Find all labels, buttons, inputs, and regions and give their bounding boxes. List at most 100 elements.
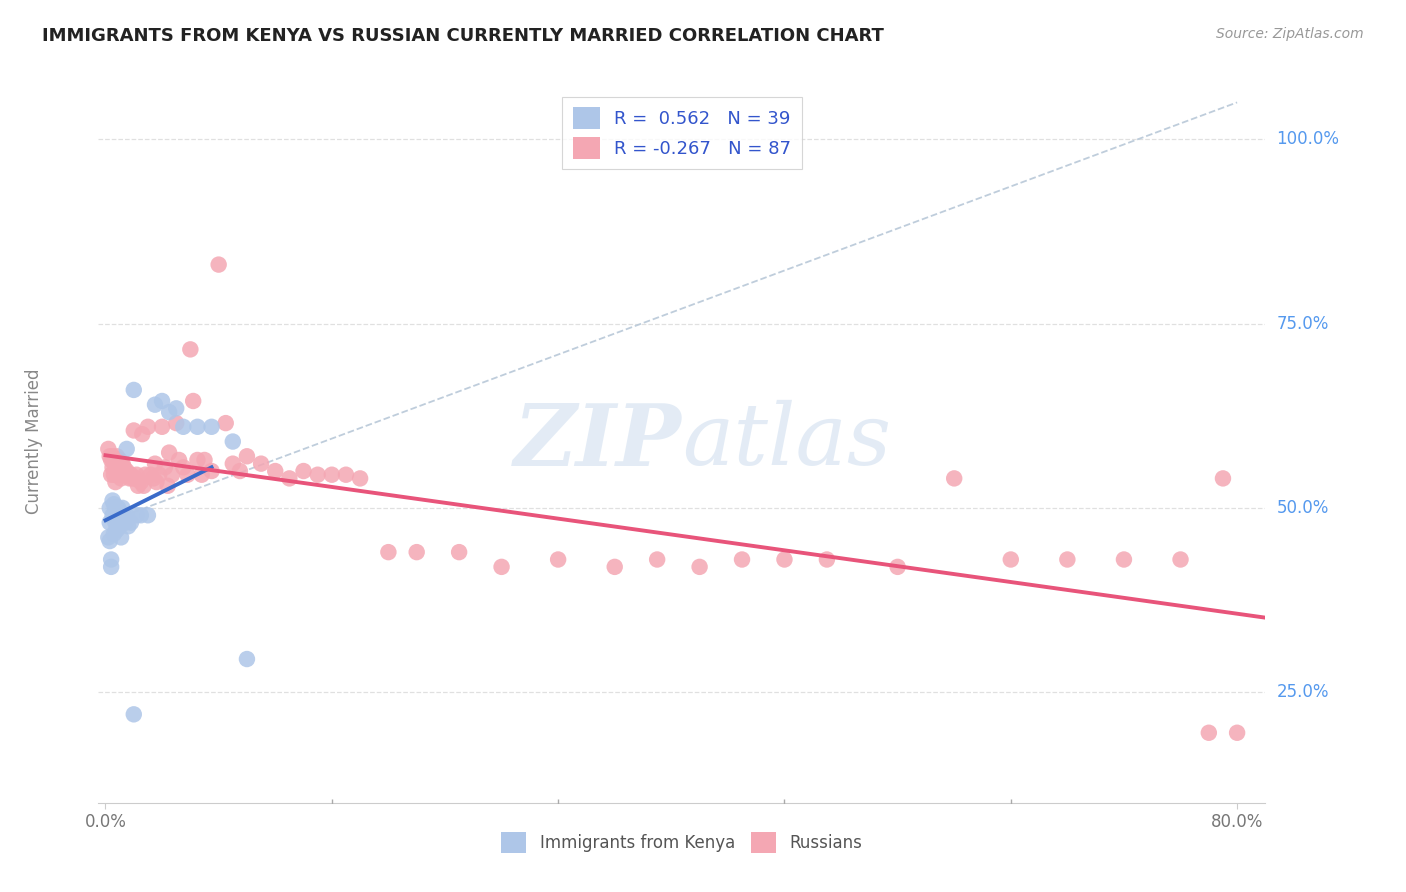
Text: 25.0%: 25.0% xyxy=(1277,683,1329,701)
Point xyxy=(886,560,908,574)
Point xyxy=(101,460,124,475)
Point xyxy=(115,464,138,478)
Text: 100.0%: 100.0% xyxy=(1277,130,1340,148)
Point xyxy=(127,479,149,493)
Point xyxy=(112,460,135,475)
Point xyxy=(134,467,156,482)
Point xyxy=(150,419,173,434)
Point xyxy=(115,508,138,523)
Point xyxy=(104,460,127,475)
Point xyxy=(236,450,259,464)
Point xyxy=(100,552,122,566)
Point xyxy=(131,427,153,442)
Point xyxy=(405,545,427,559)
Point xyxy=(98,516,121,530)
Point xyxy=(179,343,201,357)
Point xyxy=(110,457,132,471)
Point xyxy=(321,467,343,482)
Point xyxy=(98,450,121,464)
Point xyxy=(731,552,754,566)
Point xyxy=(129,475,152,489)
Point xyxy=(101,450,124,464)
Point xyxy=(236,652,259,666)
Point xyxy=(165,416,187,430)
Point xyxy=(181,394,204,409)
Point xyxy=(112,508,135,523)
Point xyxy=(172,460,194,475)
Point xyxy=(292,464,315,478)
Point xyxy=(186,419,208,434)
Point xyxy=(157,405,180,419)
Point xyxy=(122,383,145,397)
Point xyxy=(125,467,148,482)
Point xyxy=(110,530,132,544)
Point xyxy=(222,434,245,449)
Point xyxy=(104,516,127,530)
Point xyxy=(208,258,231,272)
Point xyxy=(645,552,668,566)
Point xyxy=(186,453,208,467)
Point xyxy=(98,534,121,549)
Point xyxy=(108,467,131,482)
Point xyxy=(104,500,127,515)
Point xyxy=(264,464,287,478)
Point xyxy=(132,479,155,493)
Legend: Immigrants from Kenya, Russians: Immigrants from Kenya, Russians xyxy=(495,826,869,860)
Point xyxy=(111,500,134,515)
Point xyxy=(120,516,142,530)
Point xyxy=(449,545,471,559)
Point xyxy=(105,464,128,478)
Point xyxy=(1056,552,1078,566)
Point xyxy=(193,453,215,467)
Point xyxy=(307,467,329,482)
Point xyxy=(101,493,124,508)
Point xyxy=(117,519,139,533)
Point xyxy=(114,467,136,482)
Point xyxy=(104,475,127,489)
Point xyxy=(114,516,136,530)
Point xyxy=(1212,471,1234,485)
Text: ZIP: ZIP xyxy=(515,400,682,483)
Point xyxy=(547,552,569,566)
Point xyxy=(603,560,626,574)
Point xyxy=(142,471,165,485)
Point xyxy=(1198,725,1220,739)
Point xyxy=(145,475,167,489)
Point xyxy=(111,457,134,471)
Point xyxy=(229,464,252,478)
Point xyxy=(107,457,129,471)
Point xyxy=(97,530,120,544)
Point xyxy=(153,460,176,475)
Point xyxy=(172,419,194,434)
Point xyxy=(943,471,966,485)
Point xyxy=(121,471,143,485)
Point xyxy=(143,457,166,471)
Point xyxy=(118,471,141,485)
Text: atlas: atlas xyxy=(682,401,891,483)
Point xyxy=(278,471,301,485)
Point xyxy=(200,419,222,434)
Point xyxy=(117,467,139,482)
Point xyxy=(103,526,125,541)
Point xyxy=(108,453,131,467)
Point xyxy=(115,442,138,456)
Point xyxy=(335,467,357,482)
Point xyxy=(122,424,145,438)
Text: 50.0%: 50.0% xyxy=(1277,499,1329,516)
Point xyxy=(103,453,125,467)
Point xyxy=(139,467,162,482)
Point xyxy=(105,508,128,523)
Point xyxy=(1170,552,1192,566)
Point xyxy=(215,416,238,430)
Point xyxy=(100,453,122,467)
Point xyxy=(103,497,125,511)
Point xyxy=(101,508,124,523)
Point xyxy=(176,467,198,482)
Point xyxy=(773,552,796,566)
Point xyxy=(200,464,222,478)
Point xyxy=(107,500,129,515)
Point xyxy=(165,401,187,416)
Point xyxy=(129,508,152,523)
Point xyxy=(110,471,132,485)
Text: IMMIGRANTS FROM KENYA VS RUSSIAN CURRENTLY MARRIED CORRELATION CHART: IMMIGRANTS FROM KENYA VS RUSSIAN CURRENT… xyxy=(42,27,884,45)
